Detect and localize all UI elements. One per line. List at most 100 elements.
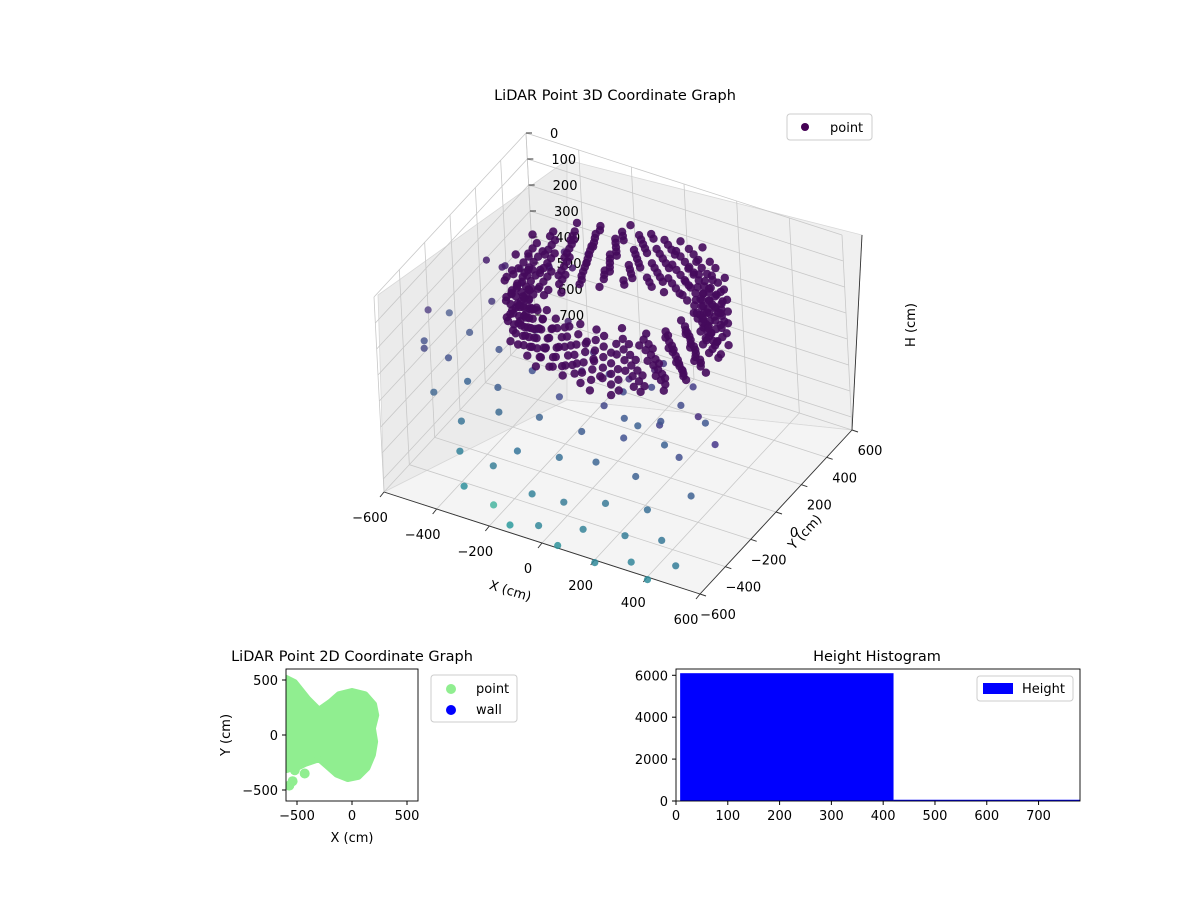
- plot-2d-legend-label-point: point: [476, 682, 509, 697]
- plot-3d-legend-box: [786, 113, 873, 141]
- data-point: [696, 327, 705, 336]
- y-tick-mark: [801, 484, 808, 488]
- y-tick-label: −400: [725, 581, 761, 596]
- histogram-y-tick-label: 4000: [635, 711, 668, 726]
- x-tick-mark: [695, 593, 701, 600]
- x-tick-label: 200: [568, 579, 593, 594]
- y-tick-mark: [826, 456, 833, 460]
- data-point: [698, 318, 707, 327]
- plot-2d-legend-marker-point: [446, 684, 456, 694]
- plot-3d-legend: point: [786, 113, 873, 141]
- data-point: [711, 441, 719, 449]
- data-point: [568, 264, 577, 272]
- plot-3d-legend-marker-point: [801, 123, 809, 131]
- data-point: [692, 308, 701, 318]
- data-point: [612, 339, 621, 349]
- grid-line-y: [449, 214, 777, 513]
- histogram-y-tick-label: 6000: [635, 669, 668, 684]
- data-point: [572, 340, 581, 349]
- data-point: [638, 371, 647, 380]
- data-point: [674, 359, 684, 368]
- data-point: [698, 243, 707, 252]
- plot-3d-title: LiDAR Point 3D Coordinate Graph: [494, 88, 736, 104]
- plot-2d-x-tick-label: 0: [348, 809, 356, 824]
- y-tick-label: −200: [751, 553, 787, 568]
- data-point: [456, 447, 464, 455]
- histogram-x-tick-label: 0: [672, 809, 680, 824]
- data-point: [620, 414, 628, 422]
- data-point: [576, 319, 585, 329]
- data-point: [694, 255, 703, 265]
- plot-2d-point: [289, 765, 300, 776]
- data-point: [599, 342, 608, 351]
- x-tick-label: 400: [621, 596, 646, 611]
- data-point: [457, 417, 465, 425]
- plot-3d: LiDAR Point 3D Coordinate Graph −600 −400…: [352, 88, 919, 628]
- data-point: [518, 272, 527, 281]
- data-point: [618, 334, 627, 344]
- data-point: [642, 248, 652, 258]
- data-point: [515, 303, 524, 312]
- data-point: [599, 331, 609, 341]
- data-point: [613, 365, 623, 374]
- data-point: [620, 280, 629, 289]
- data-point: [518, 331, 528, 341]
- data-point: [528, 230, 537, 239]
- plot-2d: LiDAR Point 2D Coordinate Graph −500 0 500…: [219, 649, 518, 846]
- data-point: [640, 382, 649, 391]
- data-point: [631, 355, 640, 365]
- data-point: [689, 250, 698, 259]
- histogram-frame: [675, 668, 1081, 802]
- plot-2d-points: [286, 743, 310, 791]
- y-tick-mark: [699, 593, 707, 597]
- data-point: [551, 352, 560, 362]
- data-point: [723, 319, 733, 328]
- data-point: [524, 313, 534, 323]
- plot-2d-x-tick-label: 500: [395, 809, 420, 824]
- data-point: [647, 282, 656, 291]
- data-point: [681, 329, 690, 339]
- data-point: [701, 419, 710, 427]
- plot-2d-y-tick-label: −500: [242, 784, 278, 799]
- data-point: [683, 296, 692, 305]
- plot-2d-point-cloud: [286, 674, 380, 782]
- data-point: [614, 386, 623, 395]
- data-point: [548, 362, 557, 371]
- y-tick-label: 600: [858, 444, 883, 459]
- z-tick-label: 100: [551, 153, 576, 168]
- data-point: [590, 346, 600, 355]
- y-tick-label: 200: [807, 499, 832, 514]
- data-point: [624, 340, 634, 349]
- data-point: [676, 316, 686, 325]
- plot-2d-x-label: X (cm): [331, 831, 374, 846]
- data-point: [724, 341, 733, 350]
- data-point: [690, 356, 699, 366]
- data-point: [696, 294, 705, 304]
- data-point: [708, 275, 717, 285]
- data-point: [542, 306, 551, 315]
- data-point: [536, 265, 545, 275]
- data-point: [555, 453, 563, 461]
- data-point: [687, 492, 695, 500]
- data-point: [642, 329, 651, 338]
- plot-2d-y-tick-label: 500: [253, 674, 278, 689]
- data-point: [562, 332, 572, 341]
- data-point: [612, 350, 621, 359]
- data-point: [574, 330, 583, 339]
- data-point: [563, 351, 573, 360]
- data-point: [659, 288, 669, 297]
- data-point: [575, 280, 584, 289]
- data-point: [519, 258, 528, 267]
- data-point: [698, 340, 708, 349]
- data-point: [551, 314, 560, 323]
- data-point: [554, 541, 562, 550]
- data-point: [544, 333, 554, 343]
- data-point: [634, 422, 642, 430]
- x-tick-mark: [484, 525, 490, 532]
- data-point: [555, 279, 564, 289]
- y-tick-label: −600: [700, 608, 736, 623]
- histogram-y-tick-label: 2000: [635, 753, 668, 768]
- histogram-x-tick-label: 600: [974, 809, 999, 824]
- data-point: [511, 329, 520, 338]
